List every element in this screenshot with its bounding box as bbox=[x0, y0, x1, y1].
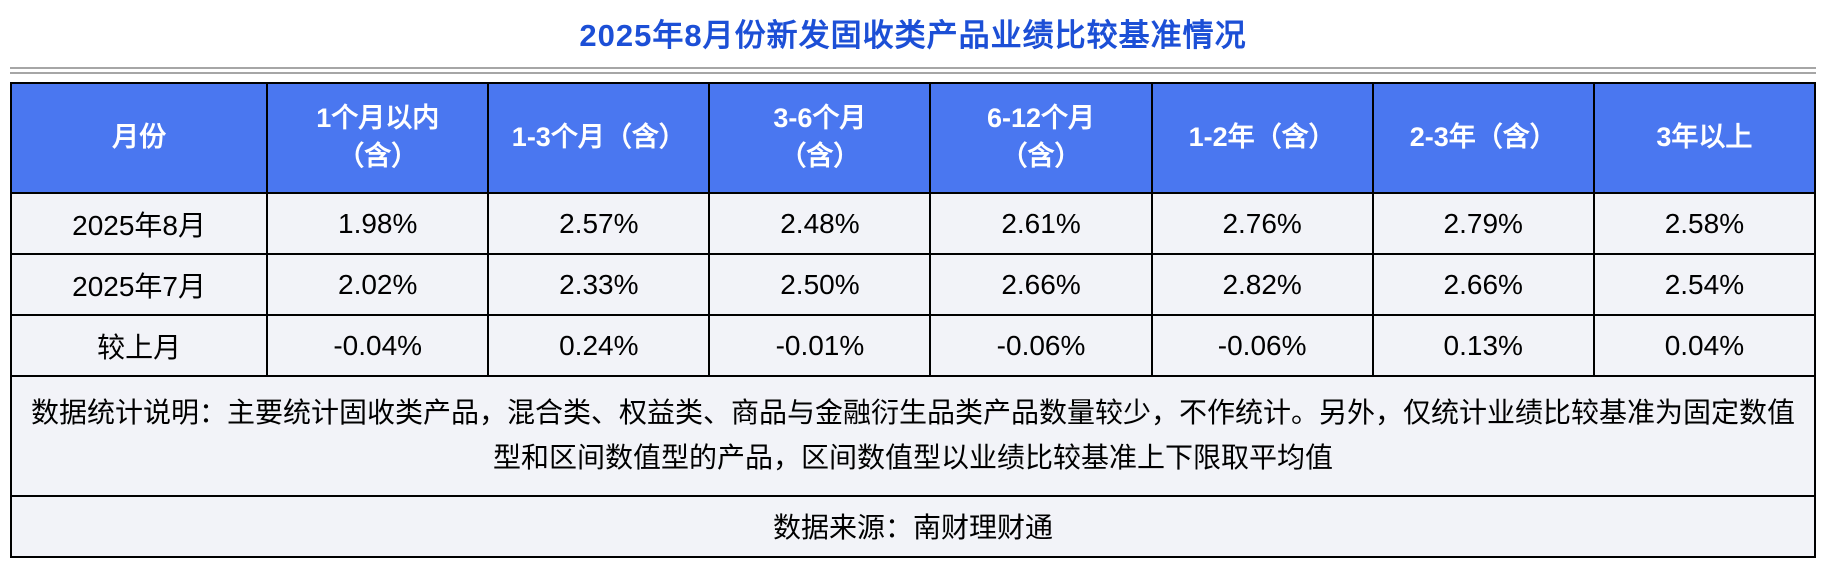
table-header-row: 月份 1个月以内 （含） 1-3个月（含） 3-6个月 （含） 6-12个月 （… bbox=[9, 82, 1817, 194]
row-label: 2025年7月 bbox=[9, 253, 269, 316]
statistics-note: 数据统计说明：主要统计固收类产品，混合类、权益类、商品与金融衍生品类产品数量较少… bbox=[10, 375, 1816, 497]
cell-value: 2.82% bbox=[1150, 253, 1374, 316]
benchmark-table: 月份 1个月以内 （含） 1-3个月（含） 3-6个月 （含） 6-12个月 （… bbox=[9, 82, 1817, 558]
data-source: 数据来源：南财理财通 bbox=[10, 494, 1816, 558]
table-source-row: 数据来源：南财理财通 bbox=[10, 494, 1816, 558]
table-row-2025-07: 2025年7月 2.02% 2.33% 2.50% 2.66% 2.82% 2.… bbox=[9, 253, 1817, 316]
cell-value: 2.50% bbox=[708, 253, 932, 316]
page-title: 2025年8月份新发固收类产品业绩比较基准情况 bbox=[579, 18, 1247, 53]
row-label: 较上月 bbox=[9, 314, 269, 377]
cell-value: 2.66% bbox=[1371, 253, 1595, 316]
column-header-3-6m: 3-6个月 （含） bbox=[708, 82, 932, 194]
cell-value: 0.13% bbox=[1371, 314, 1595, 377]
cell-value: -0.01% bbox=[708, 314, 932, 377]
table-row-2025-08: 2025年8月 1.98% 2.57% 2.48% 2.61% 2.76% 2.… bbox=[9, 192, 1817, 255]
cell-value: 2.66% bbox=[929, 253, 1153, 316]
cell-value: 2.79% bbox=[1371, 192, 1595, 255]
column-header-month: 月份 bbox=[9, 82, 269, 194]
cell-value: 2.54% bbox=[1592, 253, 1817, 316]
cell-value: -0.06% bbox=[929, 314, 1153, 377]
column-header-1-3m: 1-3个月（含） bbox=[487, 82, 711, 194]
cell-value: 2.33% bbox=[487, 253, 711, 316]
cell-value: 2.48% bbox=[708, 192, 932, 255]
cell-value: 2.02% bbox=[266, 253, 490, 316]
column-header-1-2y: 1-2年（含） bbox=[1150, 82, 1374, 194]
column-header-2-3y: 2-3年（含） bbox=[1371, 82, 1595, 194]
column-header-6-12m: 6-12个月 （含） bbox=[929, 82, 1153, 194]
column-header-under-1m: 1个月以内 （含） bbox=[266, 82, 490, 194]
table-row-mom-change: 较上月 -0.04% 0.24% -0.01% -0.06% -0.06% 0.… bbox=[9, 314, 1817, 377]
table-notes-row: 数据统计说明：主要统计固收类产品，混合类、权益类、商品与金融衍生品类产品数量较少… bbox=[10, 375, 1816, 497]
cell-value: 1.98% bbox=[266, 192, 490, 255]
cell-value: 2.76% bbox=[1150, 192, 1374, 255]
column-header-over-3y: 3年以上 bbox=[1592, 82, 1817, 194]
cell-value: 2.57% bbox=[487, 192, 711, 255]
cell-value: 2.58% bbox=[1592, 192, 1817, 255]
double-rule-divider bbox=[10, 67, 1816, 74]
cell-value: 2.61% bbox=[929, 192, 1153, 255]
cell-value: 0.24% bbox=[487, 314, 711, 377]
cell-value: -0.04% bbox=[266, 314, 490, 377]
row-label: 2025年8月 bbox=[9, 192, 269, 255]
cell-value: 0.04% bbox=[1592, 314, 1817, 377]
cell-value: -0.06% bbox=[1150, 314, 1374, 377]
